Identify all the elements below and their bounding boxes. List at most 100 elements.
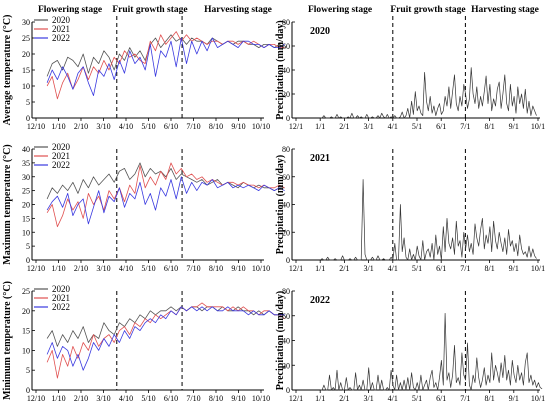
x-tick-label: 8/10 xyxy=(209,122,223,131)
x-tick-label: 8/1 xyxy=(484,264,494,273)
y-axis-label: Average temperature (°C) xyxy=(2,15,13,126)
x-tick-label: 12/10 xyxy=(27,122,45,131)
x-tick-label: 8/1 xyxy=(484,394,494,403)
y-tick-label: 40 xyxy=(282,66,290,75)
series-line-2020 xyxy=(46,162,285,200)
y-tick-label: 10 xyxy=(22,228,30,237)
x-tick-label: 6/1 xyxy=(436,394,446,403)
x-tick-label: 5/10 xyxy=(141,394,155,403)
series-line-2021 xyxy=(46,162,285,228)
x-tick-label: 3/1 xyxy=(363,394,373,403)
legend-label: 2022 xyxy=(52,160,70,170)
x-tick-label: 6/10 xyxy=(164,122,178,131)
y-tick-label: 25 xyxy=(22,34,30,43)
legend-label: 2020 xyxy=(52,142,71,152)
y-tick-label: 10 xyxy=(22,346,30,355)
y-tick-label: 30 xyxy=(22,173,30,182)
x-tick-label: 2/1 xyxy=(339,122,349,131)
x-tick-label: 4/10 xyxy=(119,394,133,403)
x-tick-label: 3/10 xyxy=(96,264,110,273)
x-tick-label: 9/1 xyxy=(509,394,519,403)
x-tick-label: 4/10 xyxy=(119,264,133,273)
legend-label: 2021 xyxy=(52,293,70,303)
y-axis-label: Precipitation (mm/day) xyxy=(275,291,286,391)
x-tick-label: 10/10 xyxy=(252,394,270,403)
x-tick-label: 7/1 xyxy=(460,122,470,131)
x-tick-label: 3/1 xyxy=(363,264,373,273)
x-tick-label: 1/10 xyxy=(51,394,65,403)
series-line-2021 xyxy=(319,179,537,261)
series-line-2021 xyxy=(46,31,285,100)
y-tick-label: 20 xyxy=(22,201,30,210)
y-tick-label: 20 xyxy=(282,228,290,237)
legend-label: 2020 xyxy=(52,284,71,294)
x-tick-label: 8/10 xyxy=(209,394,223,403)
x-tick-label: 10/10 xyxy=(252,264,270,273)
y-tick-label: 15 xyxy=(22,214,30,223)
y-tick-label: 20 xyxy=(22,50,30,59)
y-tick-label: 0 xyxy=(286,114,290,123)
year-label: 2020 xyxy=(310,26,330,37)
x-tick-label: 3/1 xyxy=(363,122,373,131)
legend-label: 2021 xyxy=(52,151,70,161)
y-axis-label: Precipitation (mm/day) xyxy=(275,155,286,255)
y-tick-label: 5 xyxy=(26,366,30,375)
x-tick-label: 9/1 xyxy=(509,122,519,131)
x-tick-label: 1/1 xyxy=(315,264,325,273)
y-tick-label: 15 xyxy=(22,66,30,75)
series-line-2022 xyxy=(46,306,285,371)
legend-label: 2022 xyxy=(52,33,70,43)
x-tick-label: 3/10 xyxy=(96,394,110,403)
x-tick-label: 6/1 xyxy=(436,122,446,131)
y-tick-label: 40 xyxy=(22,145,30,154)
x-tick-label: 5/1 xyxy=(412,394,422,403)
x-tick-label: 12/1 xyxy=(289,394,303,403)
stage-label: Flowering stage xyxy=(38,5,102,15)
y-tick-label: 0 xyxy=(26,256,30,265)
x-tick-label: 10/10 xyxy=(252,122,270,131)
x-tick-label: 9/10 xyxy=(231,122,245,131)
y-tick-label: 40 xyxy=(282,337,290,346)
series-line-2022 xyxy=(46,37,285,96)
y-axis-label: Maximum temperature (°C) xyxy=(2,144,13,264)
y-axis-label: Precipitation (mm/day) xyxy=(275,20,286,120)
x-tick-label: 10/1 xyxy=(531,394,545,403)
x-tick-label: 8/10 xyxy=(209,264,223,273)
stage-label: Flowering stage xyxy=(308,5,372,15)
year-label: 2021 xyxy=(310,153,330,164)
x-tick-label: 3/10 xyxy=(96,122,110,131)
y-tick-label: 25 xyxy=(22,287,30,296)
y-tick-label: 80 xyxy=(282,145,290,154)
series-line-2022 xyxy=(46,176,285,225)
precipitation-2021-panel: 0 20 40 60 80 12/1 1/1 2/1 3/1 4/1 5/1 6/1 7/1 8/1 9/1… xyxy=(275,145,545,273)
legend-label: 2022 xyxy=(52,302,70,312)
x-tick-label: 10/1 xyxy=(531,264,545,273)
y-tick-label: 20 xyxy=(282,361,290,370)
y-tick-label: 20 xyxy=(22,307,30,316)
x-tick-label: 5/10 xyxy=(141,122,155,131)
average-temperature-panel: 0 5 10 15 20 25 30 12/10 1/10 2/10 3/10 4/10 5/10 6/1… xyxy=(2,5,285,131)
y-tick-label: 0 xyxy=(26,114,30,123)
y-tick-label: 15 xyxy=(22,327,30,336)
x-tick-label: 8/1 xyxy=(484,122,494,131)
x-tick-label: 1/1 xyxy=(315,394,325,403)
y-tick-label: 60 xyxy=(282,173,290,182)
x-tick-label: 1/10 xyxy=(51,122,65,131)
y-tick-label: 10 xyxy=(22,82,30,91)
x-tick-label: 9/10 xyxy=(231,264,245,273)
maximum-temperature-panel: 0 5 10 15 20 25 30 35 40 12/10 1/10 2/10 3/10 4/10 5/1… xyxy=(2,142,285,273)
series-line-2020 xyxy=(320,67,537,119)
x-tick-label: 4/1 xyxy=(388,264,398,273)
precipitation-2022-panel: 0 20 40 60 80 12/1 1/1 2/1 3/1 4/1 5/1 6/1 7/1 8/1 9/1… xyxy=(275,287,545,403)
x-tick-label: 6/1 xyxy=(436,264,446,273)
y-tick-label: 0 xyxy=(286,256,290,265)
y-tick-label: 5 xyxy=(26,242,30,251)
precipitation-2020-panel: 0 20 40 60 80 12/1 1/1 2/1 3/1 4/1 5/1 6/1 7/1 8/1 9/1… xyxy=(275,5,545,131)
y-tick-label: 0 xyxy=(26,386,30,395)
x-tick-label: 5/1 xyxy=(412,264,422,273)
y-tick-label: 80 xyxy=(282,18,290,27)
minimum-temperature-panel: 0 5 10 15 20 25 12/10 1/10 2/10 3/10 4/10 5/10 6/10 7… xyxy=(2,281,285,403)
x-tick-label: 4/1 xyxy=(388,394,398,403)
legend-label: 2020 xyxy=(52,15,71,25)
